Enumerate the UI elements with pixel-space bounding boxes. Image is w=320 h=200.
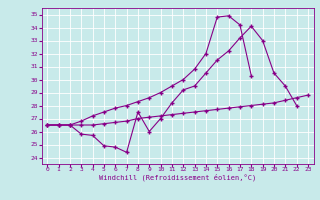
- X-axis label: Windchill (Refroidissement éolien,°C): Windchill (Refroidissement éolien,°C): [99, 174, 256, 181]
